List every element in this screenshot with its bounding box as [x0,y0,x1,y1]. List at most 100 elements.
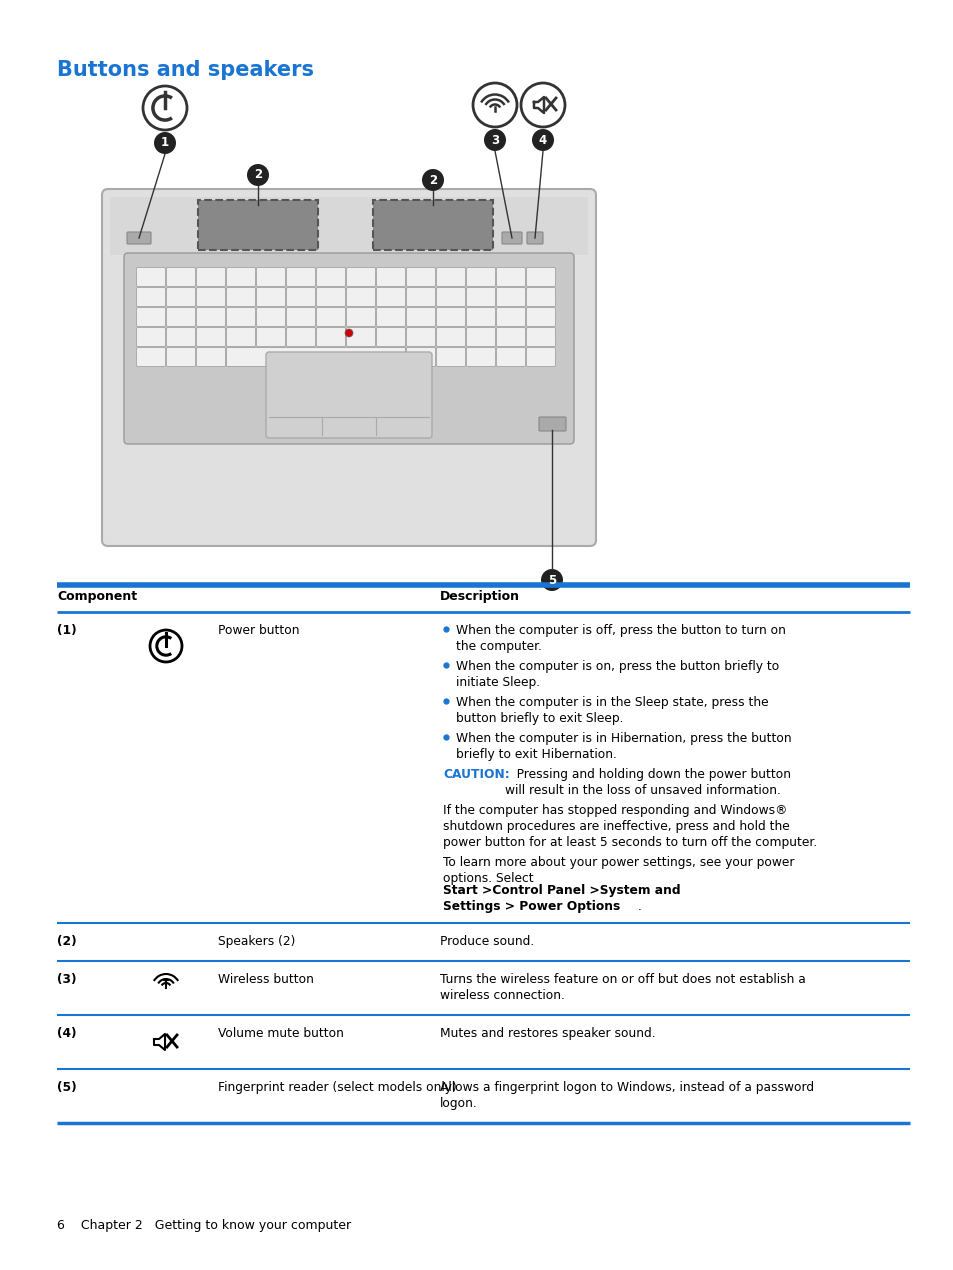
FancyBboxPatch shape [526,268,555,287]
FancyBboxPatch shape [406,348,435,367]
Bar [198,199,317,250]
FancyBboxPatch shape [436,348,465,367]
FancyBboxPatch shape [346,307,375,326]
FancyBboxPatch shape [127,232,151,244]
FancyBboxPatch shape [406,307,435,326]
FancyBboxPatch shape [256,268,285,287]
Circle shape [143,86,187,130]
FancyBboxPatch shape [496,328,525,347]
FancyBboxPatch shape [167,328,195,347]
FancyBboxPatch shape [196,287,225,306]
FancyBboxPatch shape [466,348,495,367]
FancyBboxPatch shape [286,348,315,367]
Text: When the computer is on, press the button briefly to
initiate Sleep.: When the computer is on, press the butto… [456,660,779,690]
FancyBboxPatch shape [466,268,495,287]
Text: Start >Control Panel >System and
Settings > Power Options: Start >Control Panel >System and Setting… [442,884,679,913]
Text: Pressing and holding down the power button
will result in the loss of unsaved in: Pressing and holding down the power butt… [504,768,790,798]
Circle shape [421,169,443,190]
FancyBboxPatch shape [256,287,285,306]
Circle shape [540,569,562,591]
FancyBboxPatch shape [286,328,315,347]
Text: Wireless button: Wireless button [218,973,314,986]
FancyBboxPatch shape [124,253,574,444]
FancyBboxPatch shape [496,268,525,287]
FancyBboxPatch shape [136,268,165,287]
Text: When the computer is in the Sleep state, press the
button briefly to exit Sleep.: When the computer is in the Sleep state,… [456,696,768,725]
FancyBboxPatch shape [346,287,375,306]
Circle shape [345,329,353,337]
FancyBboxPatch shape [346,268,375,287]
FancyBboxPatch shape [466,328,495,347]
FancyBboxPatch shape [167,348,195,367]
FancyBboxPatch shape [266,352,432,438]
FancyBboxPatch shape [316,348,345,367]
FancyBboxPatch shape [436,287,465,306]
FancyBboxPatch shape [226,348,405,367]
Text: (4): (4) [57,1027,76,1040]
Circle shape [520,83,564,127]
Text: (2): (2) [57,935,76,947]
FancyBboxPatch shape [136,287,165,306]
Text: 5: 5 [547,574,556,587]
FancyBboxPatch shape [136,328,165,347]
Text: (5): (5) [57,1081,76,1093]
FancyBboxPatch shape [376,328,405,347]
Text: Mutes and restores speaker sound.: Mutes and restores speaker sound. [439,1027,655,1040]
Bar [373,199,493,250]
FancyBboxPatch shape [226,328,255,347]
FancyBboxPatch shape [526,232,542,244]
FancyBboxPatch shape [102,189,596,546]
Circle shape [153,132,175,154]
FancyBboxPatch shape [167,307,195,326]
FancyBboxPatch shape [496,287,525,306]
Text: Produce sound.: Produce sound. [439,935,534,947]
FancyBboxPatch shape [526,287,555,306]
Text: 3: 3 [491,133,498,146]
Text: 6    Chapter 2   Getting to know your computer: 6 Chapter 2 Getting to know your compute… [57,1219,351,1232]
FancyBboxPatch shape [346,348,375,367]
Text: Component: Component [57,591,137,603]
Text: 2: 2 [253,169,262,182]
Text: When the computer is in Hibernation, press the button
briefly to exit Hibernatio: When the computer is in Hibernation, pre… [456,732,791,761]
FancyBboxPatch shape [496,348,525,367]
FancyBboxPatch shape [406,268,435,287]
FancyBboxPatch shape [376,307,405,326]
FancyBboxPatch shape [226,348,255,367]
FancyBboxPatch shape [466,287,495,306]
Text: 4: 4 [538,133,547,146]
FancyBboxPatch shape [316,268,345,287]
FancyBboxPatch shape [167,268,195,287]
FancyBboxPatch shape [376,268,405,287]
Text: CAUTION:: CAUTION: [442,768,509,781]
FancyBboxPatch shape [436,268,465,287]
FancyBboxPatch shape [316,328,345,347]
Text: If the computer has stopped responding and Windows®
shutdown procedures are inef: If the computer has stopped responding a… [442,804,817,850]
Circle shape [483,130,505,151]
FancyBboxPatch shape [466,307,495,326]
Text: Power button: Power button [218,624,299,638]
Text: 2: 2 [429,174,436,187]
FancyBboxPatch shape [196,307,225,326]
FancyBboxPatch shape [526,328,555,347]
FancyBboxPatch shape [136,307,165,326]
FancyBboxPatch shape [538,417,565,431]
FancyBboxPatch shape [526,307,555,326]
FancyBboxPatch shape [436,328,465,347]
FancyBboxPatch shape [196,328,225,347]
Circle shape [532,130,554,151]
FancyBboxPatch shape [256,307,285,326]
Text: Buttons and speakers: Buttons and speakers [57,60,314,80]
FancyBboxPatch shape [167,287,195,306]
Text: When the computer is off, press the button to turn on
the computer.: When the computer is off, press the butt… [456,624,785,653]
FancyBboxPatch shape [406,328,435,347]
FancyBboxPatch shape [501,232,521,244]
FancyBboxPatch shape [496,307,525,326]
Text: Description: Description [439,591,519,603]
Text: 1: 1 [161,136,169,150]
FancyBboxPatch shape [376,287,405,306]
FancyBboxPatch shape [286,268,315,287]
FancyBboxPatch shape [226,268,255,287]
FancyBboxPatch shape [316,307,345,326]
Text: (3): (3) [57,973,76,986]
FancyBboxPatch shape [346,328,375,347]
